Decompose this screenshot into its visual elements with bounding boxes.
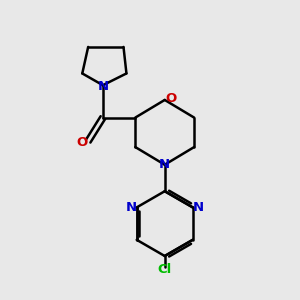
- Text: O: O: [165, 92, 176, 105]
- Text: N: N: [193, 201, 204, 214]
- Text: N: N: [126, 201, 137, 214]
- Text: Cl: Cl: [158, 263, 172, 276]
- Text: O: O: [77, 136, 88, 149]
- Text: N: N: [159, 158, 170, 171]
- Text: N: N: [98, 80, 109, 93]
